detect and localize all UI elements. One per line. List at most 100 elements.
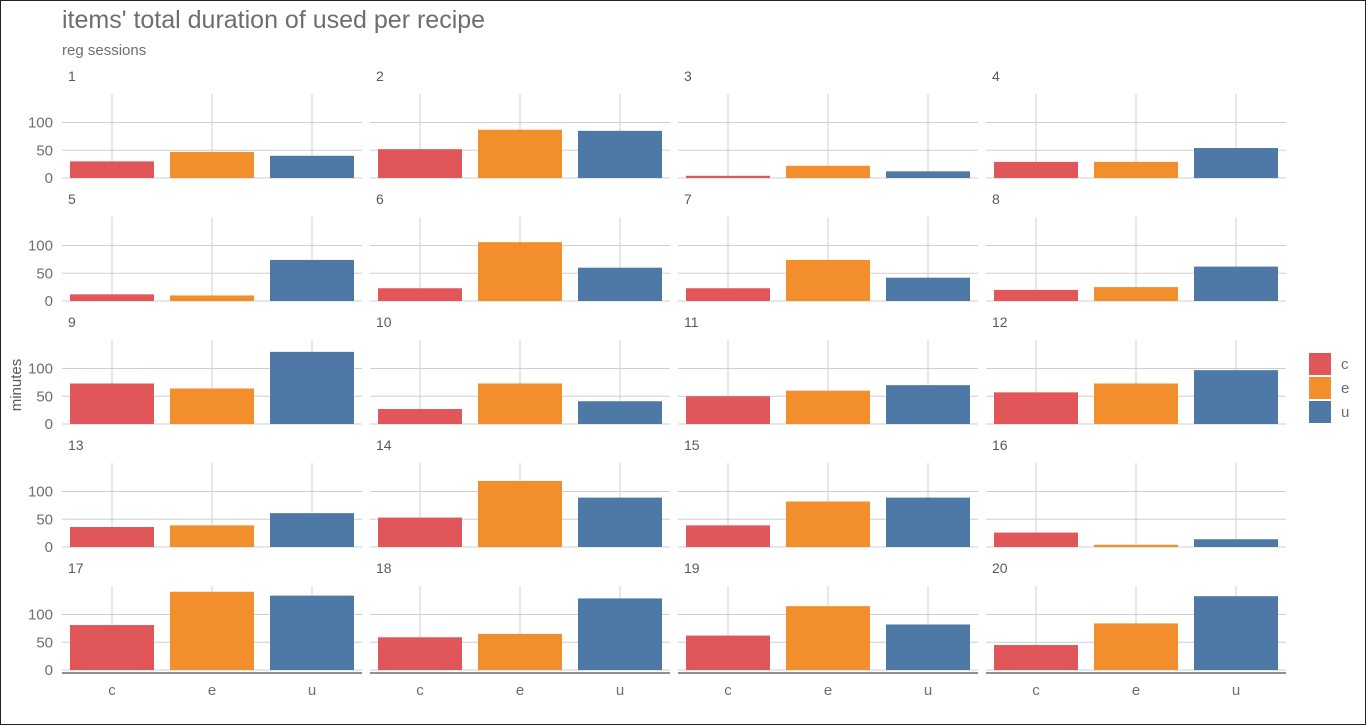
bar-3-c bbox=[686, 175, 770, 178]
x-tick-label: c bbox=[1032, 682, 1040, 699]
facet-label: 14 bbox=[376, 437, 392, 453]
bar-15-u bbox=[886, 497, 970, 547]
bar-17-u bbox=[270, 595, 354, 670]
x-tick-label: u bbox=[1232, 682, 1240, 699]
bar-20-u bbox=[1194, 596, 1278, 670]
y-tick-label: 100 bbox=[28, 607, 53, 624]
facet-label: 20 bbox=[992, 560, 1008, 576]
bar-3-e bbox=[786, 165, 870, 178]
x-tick-label: c bbox=[416, 682, 424, 699]
bar-6-c bbox=[378, 288, 462, 301]
bar-15-c bbox=[686, 525, 770, 547]
bar-20-c bbox=[994, 645, 1078, 670]
facet-panel-8: 8 bbox=[986, 191, 1286, 302]
bar-15-e bbox=[786, 501, 870, 547]
bar-8-u bbox=[1194, 266, 1278, 301]
facet-label: 16 bbox=[992, 437, 1008, 453]
facet-label: 19 bbox=[684, 560, 700, 576]
y-tick-label: 0 bbox=[45, 293, 53, 310]
y-tick-label: 50 bbox=[36, 511, 53, 528]
facet-label: 13 bbox=[68, 437, 84, 453]
bar-1-c bbox=[70, 161, 154, 178]
facet-label: 18 bbox=[376, 560, 392, 576]
bar-11-c bbox=[686, 396, 770, 424]
bar-18-c bbox=[378, 637, 462, 670]
facet-label: 2 bbox=[376, 68, 384, 84]
facet-panel-17: 17 0 50 100 c e u bbox=[28, 560, 362, 699]
bar-12-c bbox=[994, 392, 1078, 424]
facet-panel-4: 4 bbox=[986, 68, 1286, 179]
facet-label: 12 bbox=[992, 314, 1008, 330]
bar-18-e bbox=[478, 633, 562, 670]
bar-5-c bbox=[70, 294, 154, 301]
bar-5-u bbox=[270, 259, 354, 301]
chart-subtitle: reg sessions bbox=[62, 42, 146, 59]
facet-panel-10: 10 bbox=[370, 314, 670, 425]
y-tick-label: 0 bbox=[45, 416, 53, 433]
facet-label: 17 bbox=[68, 560, 84, 576]
facet-panel-12: 12 bbox=[986, 314, 1286, 425]
legend-swatch bbox=[1309, 353, 1331, 375]
bar-13-e bbox=[170, 525, 254, 547]
bar-6-e bbox=[478, 242, 562, 301]
bar-14-u bbox=[578, 497, 662, 547]
legend: ceu bbox=[1309, 353, 1349, 423]
y-tick-label: 50 bbox=[36, 634, 53, 651]
x-tick-label: c bbox=[108, 682, 116, 699]
bar-16-u bbox=[1194, 539, 1278, 547]
bar-16-c bbox=[994, 532, 1078, 547]
bar-8-e bbox=[1094, 287, 1178, 301]
bar-9-u bbox=[270, 351, 354, 424]
legend-entry-u: u bbox=[1309, 401, 1349, 423]
bar-13-u bbox=[270, 513, 354, 547]
bar-14-e bbox=[478, 480, 562, 547]
facet-label: 5 bbox=[68, 191, 76, 207]
bar-5-e bbox=[170, 295, 254, 301]
facet-panel-16: 16 bbox=[986, 437, 1286, 548]
facet-panel-2: 2 bbox=[370, 68, 670, 179]
bar-1-e bbox=[170, 151, 254, 178]
bar-17-e bbox=[170, 591, 254, 670]
facet-label: 15 bbox=[684, 437, 700, 453]
bar-13-c bbox=[70, 527, 154, 547]
facet-label: 9 bbox=[68, 314, 76, 330]
legend-swatch bbox=[1309, 377, 1331, 399]
facet-panel-13: 13 0 50 100 bbox=[28, 437, 362, 556]
bar-19-c bbox=[686, 635, 770, 670]
x-tick-label: u bbox=[616, 682, 624, 699]
bar-12-e bbox=[1094, 383, 1178, 424]
legend-label: e bbox=[1341, 380, 1349, 397]
y-tick-label: 50 bbox=[36, 265, 53, 282]
x-tick-label: u bbox=[924, 682, 932, 699]
y-axis-label: minutes bbox=[8, 359, 25, 412]
y-tick-label: 100 bbox=[28, 361, 53, 378]
bar-2-e bbox=[478, 129, 562, 178]
y-tick-label: 50 bbox=[36, 388, 53, 405]
facet-panel-3: 3 bbox=[678, 68, 978, 179]
y-tick-label: 0 bbox=[45, 539, 53, 556]
bar-3-u bbox=[886, 171, 970, 178]
bar-4-u bbox=[1194, 148, 1278, 178]
bar-6-u bbox=[578, 267, 662, 301]
bar-11-u bbox=[886, 385, 970, 424]
legend-swatch bbox=[1309, 401, 1331, 423]
bar-10-u bbox=[578, 401, 662, 424]
bar-16-e bbox=[1094, 544, 1178, 547]
facet-panel-6: 6 bbox=[370, 191, 670, 302]
facet-label: 11 bbox=[684, 314, 699, 330]
legend-entry-c: c bbox=[1309, 353, 1349, 375]
facet-panel-1: 1 0 50 100 bbox=[28, 68, 362, 187]
facet-label: 3 bbox=[684, 68, 692, 84]
bar-8-c bbox=[994, 289, 1078, 301]
bar-4-c bbox=[994, 161, 1078, 178]
facet-panel-11: 11 bbox=[678, 314, 978, 425]
facet-label: 7 bbox=[684, 191, 692, 207]
x-tick-label: u bbox=[308, 682, 316, 699]
y-tick-label: 0 bbox=[45, 662, 53, 679]
bar-1-u bbox=[270, 155, 354, 178]
x-tick-label: e bbox=[1132, 682, 1140, 699]
x-tick-label: e bbox=[516, 682, 524, 699]
bar-2-u bbox=[578, 130, 662, 178]
